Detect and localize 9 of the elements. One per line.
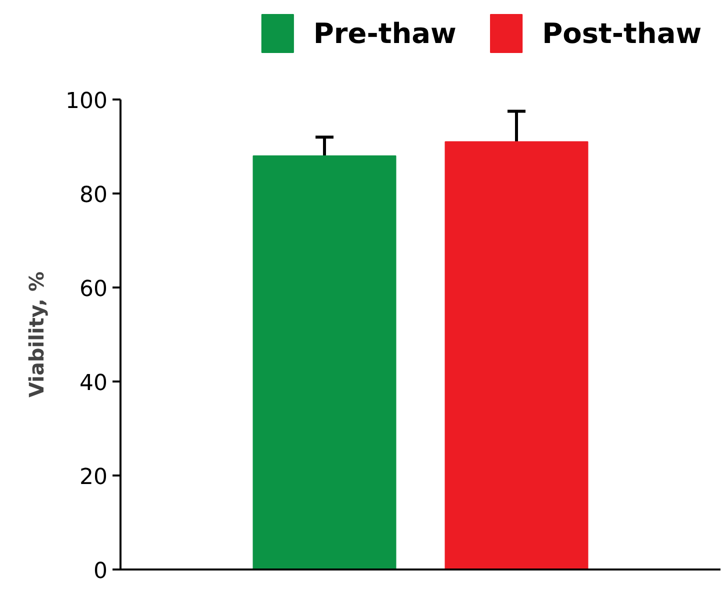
y-tick-label: 100 [66,89,108,114]
y-tick-label: 40 [80,371,108,396]
legend-label: Post-thaw [542,17,702,50]
y-tick-label: 0 [94,559,108,584]
y-tick-label: 60 [80,277,108,302]
y-axis-title: Viability, % [24,271,49,398]
legend-label: Pre-thaw [313,17,456,50]
y-tick-label: 20 [80,465,108,490]
y-tick-label: 80 [80,183,108,208]
